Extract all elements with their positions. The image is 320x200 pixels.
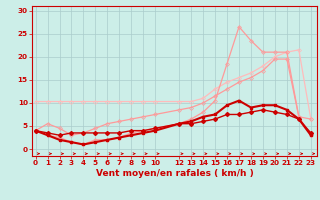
- X-axis label: Vent moyen/en rafales ( km/h ): Vent moyen/en rafales ( km/h ): [96, 169, 253, 178]
